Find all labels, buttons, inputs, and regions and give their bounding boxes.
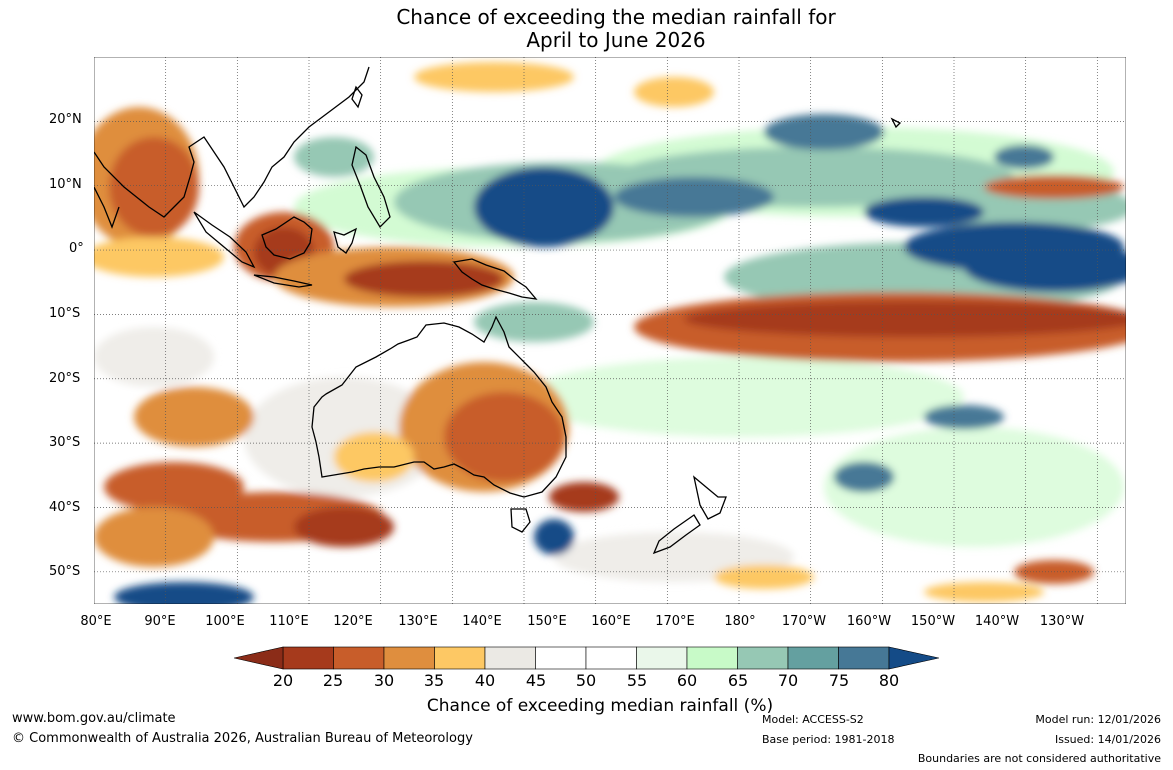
colorbar-label-35: 35: [423, 671, 445, 690]
lon-label-140e: 140°E: [462, 614, 502, 629]
hawaii-coast: [890, 117, 902, 129]
lon-label-90e: 90°E: [144, 614, 176, 629]
base-period: Base period: 1981-2018: [762, 733, 895, 746]
map-title-line2: April to June 2026: [526, 28, 706, 52]
website-link[interactable]: www.bom.gov.au/climate: [12, 711, 176, 726]
boundary-disclaimer: Boundaries are not considered authoritat…: [917, 752, 1161, 765]
borneo-coast: [261, 216, 313, 260]
lon-label-170e: 170°E: [655, 614, 695, 629]
colorbar-label-50: 50: [575, 671, 597, 690]
lon-label-130w: 130°W: [1039, 614, 1085, 629]
asia-mainland-coast: [94, 66, 370, 218]
philippines-coast: [351, 145, 391, 229]
colorbar-title: Chance of exceeding median rainfall (%): [426, 696, 774, 716]
colorbar-label-40: 40: [474, 671, 496, 690]
colorbar-label-25: 25: [322, 671, 344, 690]
taiwan-coast: [351, 85, 363, 109]
colorbar-label-30: 30: [373, 671, 395, 690]
lon-label-80e: 80°E: [80, 614, 112, 629]
lat-label-50s: 50°S: [49, 564, 81, 579]
colorbar-cell: [636, 646, 688, 670]
colorbar-label-65: 65: [727, 671, 749, 690]
lon-label-170w: 170°W: [781, 614, 827, 629]
lat-label-30s: 30°S: [49, 435, 81, 450]
lon-label-100e: 100°E: [205, 614, 245, 629]
new-zealand-north: [692, 475, 727, 520]
copyright-text: © Commonwealth of Australia 2026, Austra…: [12, 731, 473, 746]
lon-label-180: 180°: [724, 614, 756, 629]
lat-label-10n: 10°N: [49, 177, 82, 192]
lat-label-40s: 40°S: [49, 500, 81, 515]
colorbar-label-75: 75: [828, 671, 850, 690]
australia-coast: [311, 315, 567, 498]
sulawesi-coast: [333, 227, 358, 254]
tasmania-coast: [510, 508, 531, 533]
rainfall-map: [94, 57, 1126, 604]
colorbar-label-70: 70: [777, 671, 799, 690]
issued-date: Issued: 14/01/2026: [1054, 733, 1161, 746]
lat-label-20s: 20°S: [49, 371, 81, 386]
colorbar-label-45: 45: [525, 671, 547, 690]
colorbar-label-80: 80: [878, 671, 900, 690]
lon-label-150w: 150°W: [910, 614, 956, 629]
lat-label-10s: 10°S: [49, 306, 81, 321]
colorbar-high-extension: [888, 646, 939, 670]
lat-label-0: 0°: [69, 241, 84, 256]
colorbar-cell: [333, 646, 385, 670]
lon-label-110e: 110°E: [269, 614, 309, 629]
colorbar-cell: [535, 646, 587, 670]
sumatra-coast: [193, 211, 256, 269]
colorbar: [234, 646, 939, 670]
model-run-date: Model run: 12/01/2026: [1035, 713, 1161, 726]
lon-label-140w: 140°W: [974, 614, 1020, 629]
graticule: [94, 57, 1126, 604]
colorbar-cell: [737, 646, 789, 670]
lon-label-130e: 130°E: [398, 614, 438, 629]
colorbar-low-extension: [234, 646, 284, 670]
colorbar-cell: [787, 646, 839, 670]
model-name: Model: ACCESS-S2: [762, 713, 864, 726]
lon-label-160e: 160°E: [591, 614, 631, 629]
new-guinea-coast: [452, 258, 538, 300]
lon-label-160w: 160°W: [846, 614, 892, 629]
lon-label-120e: 120°E: [333, 614, 373, 629]
colorbar-label-20: 20: [272, 671, 294, 690]
colorbar-label-55: 55: [626, 671, 648, 690]
java-coast: [253, 274, 313, 288]
colorbar-cell: [838, 646, 890, 670]
colorbar-cell: [383, 646, 435, 670]
lat-label-20n: 20°N: [49, 112, 82, 127]
coastlines: [94, 66, 902, 555]
lon-label-150e: 150°E: [527, 614, 567, 629]
colorbar-cell: [434, 646, 486, 670]
colorbar-label-60: 60: [676, 671, 698, 690]
colorbar-cell: [585, 646, 637, 670]
colorbar-cell: [282, 646, 334, 670]
colorbar-cell: [686, 646, 738, 670]
new-zealand-south: [652, 514, 701, 555]
map-title-line1: Chance of exceeding the median rainfall …: [396, 5, 836, 29]
india-coast: [94, 186, 120, 229]
colorbar-cell: [484, 646, 536, 670]
